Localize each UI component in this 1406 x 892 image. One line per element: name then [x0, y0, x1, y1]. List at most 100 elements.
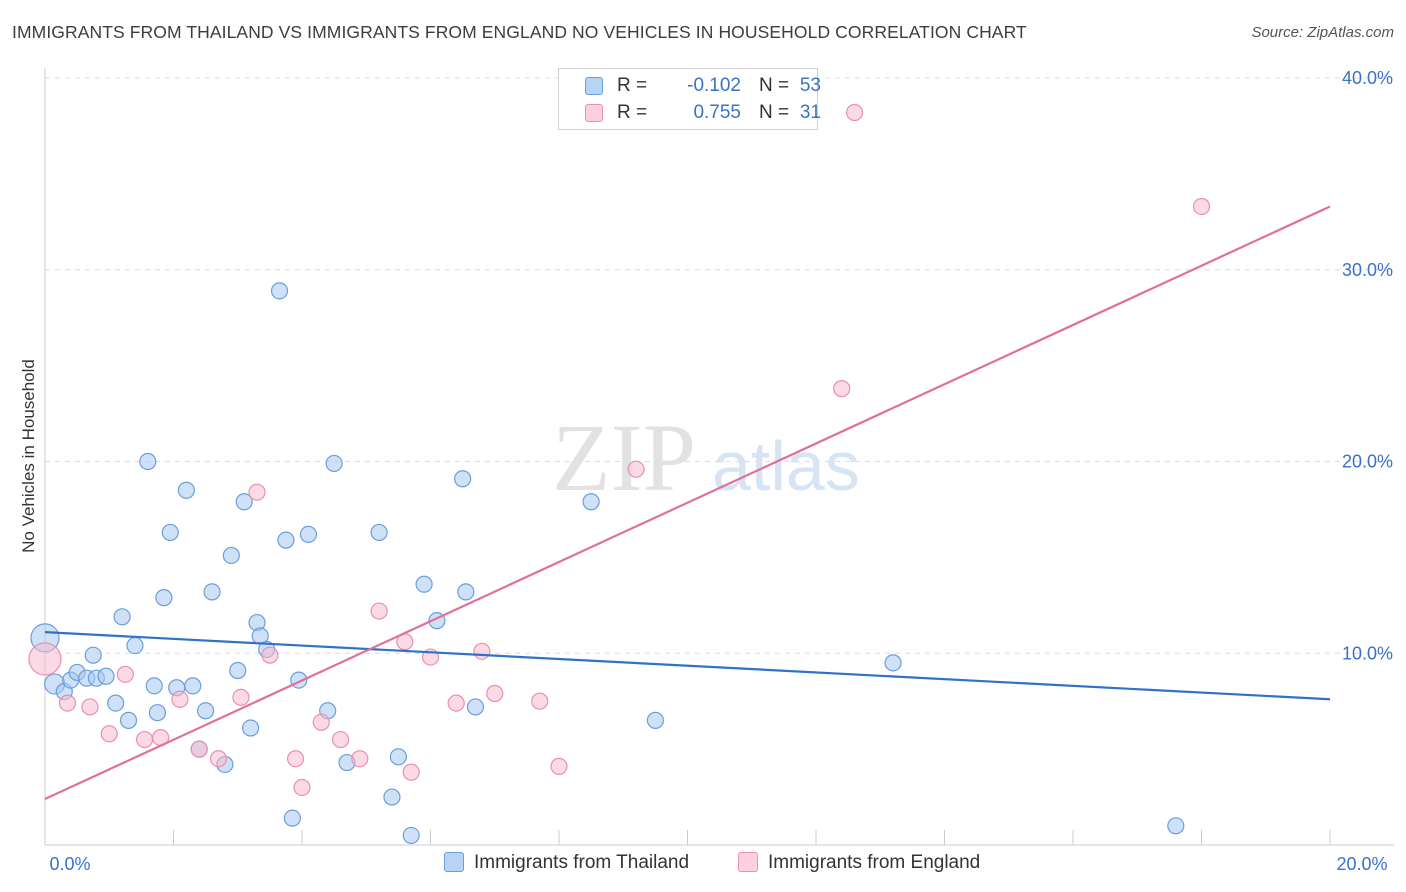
- point-england: [232, 688, 250, 706]
- point-thailand: [582, 493, 600, 511]
- point-thailand: [389, 748, 407, 766]
- bottom-legend-thailand: Immigrants from Thailand: [444, 852, 689, 874]
- legend-n-value: 53: [799, 75, 821, 96]
- point-england: [261, 646, 279, 664]
- point-england: [447, 694, 465, 712]
- point-thailand: [155, 589, 173, 607]
- point-thailand: [119, 711, 138, 729]
- point-england: [402, 763, 420, 781]
- legend-n-label: N =: [759, 75, 790, 96]
- point-england: [627, 460, 645, 478]
- y-tick-label: 30.0%: [1342, 260, 1393, 280]
- chart-title: IMMIGRANTS FROM THAILAND VS IMMIGRANTS F…: [12, 22, 1027, 42]
- point-england: [550, 757, 568, 775]
- point-england: [171, 690, 189, 708]
- point-thailand: [415, 575, 433, 593]
- point-thailand: [145, 677, 163, 695]
- point-england: [331, 730, 350, 749]
- points-layer: [28, 103, 1211, 845]
- watermark-atlas: atlas: [712, 427, 860, 505]
- point-england: [531, 692, 549, 710]
- legend-r-value: -0.102: [687, 75, 741, 96]
- x-tick-label-min: 0.0%: [49, 854, 90, 874]
- point-thailand: [884, 654, 902, 672]
- point-england: [100, 725, 118, 743]
- point-thailand: [370, 523, 388, 542]
- point-thailand: [184, 677, 202, 695]
- point-thailand: [229, 661, 247, 680]
- point-england: [486, 684, 504, 703]
- point-thailand: [197, 702, 215, 720]
- bottom-legend-swatch-thailand: [444, 852, 464, 872]
- source-label: Source: ZipAtlas.com: [1251, 24, 1394, 41]
- point-thailand: [177, 481, 195, 499]
- point-thailand: [466, 698, 485, 716]
- point-thailand: [283, 809, 301, 827]
- point-england: [293, 778, 311, 797]
- legend-r-label: R =: [617, 102, 648, 123]
- point-thailand: [299, 525, 318, 543]
- point-thailand: [235, 493, 253, 511]
- bottom-legend-label-england: Immigrants from England: [768, 852, 981, 873]
- point-england: [58, 694, 77, 712]
- point-england: [351, 750, 369, 768]
- y-tick-label: 20.0%: [1342, 452, 1393, 472]
- point-thailand: [148, 704, 167, 722]
- x-tick-label-max: 20.0%: [1336, 854, 1387, 874]
- point-england: [833, 380, 851, 398]
- bottom-legend-swatch-england: [738, 852, 758, 872]
- axis-layer: [44, 68, 1394, 846]
- point-thailand: [139, 452, 157, 471]
- point-thailand: [161, 523, 179, 542]
- y-tick-label: 10.0%: [1342, 643, 1393, 663]
- y-axis-label: No Vehicles in Household: [19, 359, 38, 553]
- point-thailand: [113, 608, 131, 626]
- correlation-legend: R = -0.102 N = 53 R = 0.755 N = 31: [558, 68, 821, 130]
- bottom-legend-label-thailand: Immigrants from Thailand: [474, 852, 690, 873]
- grid-layer: [45, 77, 1394, 654]
- point-thailand: [222, 546, 240, 565]
- legend-r-label: R =: [617, 75, 648, 96]
- point-england: [81, 698, 99, 716]
- point-england: [190, 740, 208, 758]
- point-thailand: [325, 454, 343, 473]
- point-england: [209, 750, 228, 768]
- point-thailand: [126, 636, 144, 655]
- point-thailand: [270, 282, 289, 300]
- point-england: [286, 750, 305, 768]
- point-thailand: [277, 531, 295, 549]
- point-thailand: [457, 583, 475, 601]
- label-layer: 0.0% 20.0% No Vehicles in Household 10.0…: [19, 68, 1393, 874]
- point-england: [116, 665, 134, 683]
- trend-line-england: [44, 205, 1331, 800]
- point-england: [370, 602, 388, 620]
- point-thailand: [107, 694, 125, 712]
- point-thailand: [383, 788, 401, 806]
- point-england: [1192, 197, 1211, 216]
- point-thailand: [203, 583, 221, 601]
- legend-n-value: 31: [799, 102, 821, 123]
- point-england: [845, 103, 864, 122]
- point-england: [28, 642, 62, 676]
- point-thailand: [454, 470, 472, 488]
- point-thailand: [97, 667, 115, 685]
- point-thailand: [84, 646, 102, 664]
- point-thailand: [402, 826, 420, 845]
- watermark: ZIP atlas: [552, 404, 860, 511]
- point-thailand: [1167, 817, 1185, 835]
- point-england: [312, 713, 330, 731]
- point-thailand: [646, 711, 664, 729]
- point-england: [135, 730, 154, 749]
- point-thailand: [242, 719, 260, 737]
- legend-swatch-thailand: [585, 77, 603, 95]
- watermark-zip: ZIP: [552, 404, 696, 511]
- bottom-legend-england: Immigrants from England: [738, 852, 980, 874]
- point-england: [473, 642, 491, 660]
- trend-line-thailand: [44, 631, 1331, 701]
- legend-n-label: N =: [759, 102, 790, 123]
- legend-r-value: 0.755: [693, 102, 741, 123]
- point-england: [248, 483, 266, 501]
- y-tick-label: 40.0%: [1342, 68, 1393, 88]
- legend-swatch-england: [585, 104, 603, 122]
